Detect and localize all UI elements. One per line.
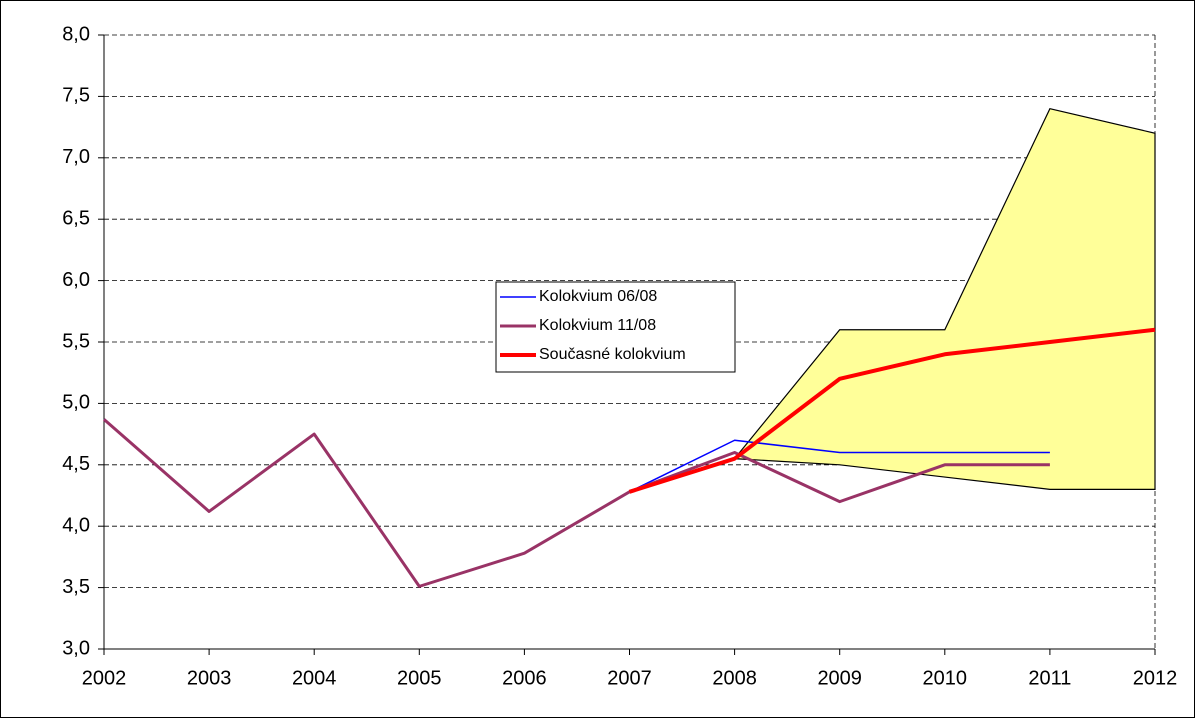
y-tick-label: 6,0 [62, 269, 90, 291]
x-tick-label: 2005 [397, 667, 442, 689]
y-tick-label: 7,0 [62, 146, 90, 168]
y-tick-label: 4,0 [62, 514, 90, 536]
y-tick-label: 3,0 [62, 637, 90, 659]
y-tick-label: 5,5 [62, 330, 90, 352]
y-tick-label: 7,5 [62, 85, 90, 107]
plot-area: 3,0 3,5 4,0 4,5 5,0 5,5 6,0 6,5 7,0 7,5 8,0 2002 200… [62, 23, 1177, 689]
legend-label: Kolokvium 06/08 [539, 288, 657, 305]
x-tick-label: 2008 [712, 667, 757, 689]
x-tick-label: 2003 [187, 667, 232, 689]
x-tick-label: 2012 [1133, 667, 1178, 689]
y-tick-label: 5,0 [62, 392, 90, 414]
x-tick-label: 2004 [292, 667, 337, 689]
legend-label: Současné kolokvium [539, 346, 686, 363]
x-tick-label: 2011 [1028, 667, 1071, 689]
x-tick-label: 2002 [82, 667, 127, 689]
x-tick-label: 2009 [817, 667, 862, 689]
y-tick-label: 6,5 [62, 207, 90, 229]
forecast-band [733, 107, 1156, 490]
x-tick-label: 2007 [607, 667, 652, 689]
series-line [628, 327, 1156, 494]
series-line [103, 418, 1050, 588]
y-tick-label: 8,0 [62, 23, 90, 45]
legend: Kolokvium 06/08 Kolokvium 11/08 Současné k… [495, 281, 736, 373]
y-tick-label: 4,5 [62, 453, 90, 475]
x-tick-label: 2006 [502, 667, 547, 689]
x-tick-label: 2010 [923, 667, 968, 689]
y-tick-label: 3,5 [62, 576, 90, 598]
legend-label: Kolokvium 11/08 [539, 317, 656, 334]
